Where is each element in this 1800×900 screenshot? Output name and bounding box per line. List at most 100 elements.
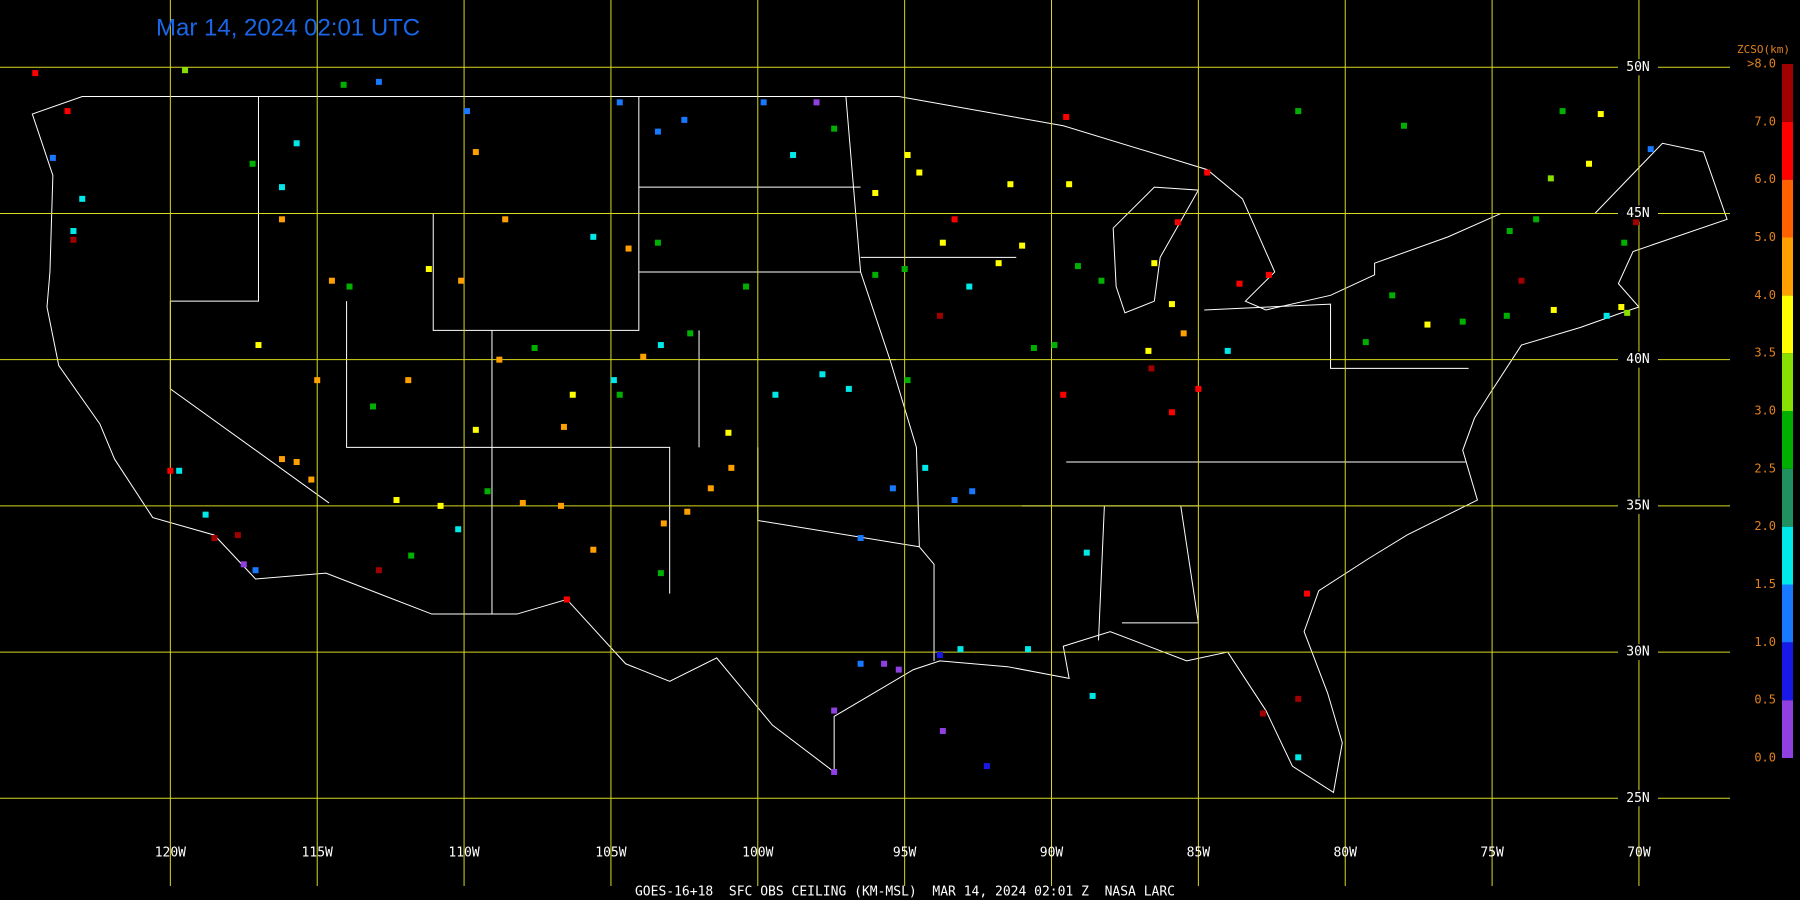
station-dot [654,128,661,135]
station-dot [1265,271,1272,278]
lon-label: 75W [1480,846,1504,861]
station-dot [936,312,943,319]
station-dot [1060,391,1067,398]
station-dot [1586,160,1593,167]
station-dot [79,195,86,202]
station-dot [425,266,432,273]
station-dot [725,429,732,436]
station-dot [939,728,946,735]
station-dot [1618,304,1625,311]
station-dot [1030,344,1037,351]
station-dot [743,283,750,290]
station-dot [455,526,462,533]
station-dot [252,567,259,574]
legend-swatch [1782,121,1793,180]
legend: ZCSO(km) 0.0 0.5 1.0 1.5 2.0 2.5 3.0 3.5 4.0 5.0 6… [1737,43,1793,765]
station-dot [32,70,39,77]
graticule: 120W 115W 110W 105W 100W 95W 90W 85W 80W 75W 70W 50… [0,0,1730,886]
station-dot [1089,692,1096,699]
station-dot [176,467,183,474]
station-dot [408,552,415,559]
station-dot [1025,646,1032,653]
lat-label-bg [1618,497,1658,514]
station-dot [484,488,491,495]
station-dot [1550,306,1557,313]
station-dot [375,567,382,574]
station-dot [569,391,576,398]
station-dot [70,228,77,235]
station-dot [278,456,285,463]
station-dot [901,266,908,273]
legend-label: 0.5 [1754,693,1776,707]
station-dot [922,464,929,471]
legend-swatch [1782,526,1793,585]
lon-label: 105W [595,846,626,861]
station-dot [687,330,694,337]
station-dot [1633,219,1640,226]
station-dot [531,344,538,351]
station-dot [1204,169,1211,176]
legend-label: 6.0 [1754,172,1776,186]
station-dot [654,239,661,246]
legend-label: 4.0 [1754,288,1776,302]
station-dot [1098,277,1105,284]
station-dot [939,239,946,246]
station-dot [1647,146,1654,153]
legend-swatch [1782,237,1793,296]
station-dot [1180,330,1187,337]
station-dot [458,277,465,284]
station-dot [857,535,864,542]
station-dot [1547,175,1554,182]
lat-label-bg [1618,59,1658,76]
station-dot [1304,590,1311,597]
station-dot [308,476,315,483]
station-dot [1503,312,1510,319]
station-dot [1518,277,1525,284]
station-dot [1506,228,1513,235]
station-dot [813,99,820,106]
legend-swatch [1782,353,1793,411]
station-dot [881,660,888,667]
legend-label: 5.0 [1754,230,1776,244]
timestamp-title: Mar 14, 2024 02:01 UTC [156,14,420,41]
station-dot [1362,339,1369,346]
station-dot [681,116,688,123]
lon-label: 80W [1333,846,1357,861]
station-dot [590,233,597,240]
station-dot [502,216,509,223]
station-dot [64,108,71,115]
station-dot [1145,347,1152,354]
station-dot [819,371,826,378]
station-dot [1195,385,1202,392]
station-dot [437,502,444,509]
station-dot [1533,216,1540,223]
station-dot [70,236,77,243]
lon-label: 70W [1627,846,1651,861]
station-dot [49,154,56,161]
lat-label: 35N [1626,498,1649,513]
station-dot [496,356,503,363]
station-dot [563,596,570,603]
station-dot [405,377,412,384]
lon-label: 85W [1187,846,1211,861]
lon-label: 120W [155,846,186,861]
legend-swatch [1782,700,1793,758]
station-dot [845,385,852,392]
station-dot [1019,242,1026,249]
station-dot [472,426,479,433]
station-dot [1236,280,1243,287]
caption: GOES-16+18 SFC OBS CEILING (KM-MSL) MAR … [635,885,1175,900]
station-dot [831,768,838,775]
legend-swatch [1782,642,1793,701]
legend-label: >8.0 [1747,57,1776,71]
station-dot [1603,312,1610,319]
station-dot [240,561,247,568]
lat-label-bg [1618,790,1658,807]
station-dot [1295,695,1302,702]
legend-swatch [1782,584,1793,643]
station-dot [393,497,400,504]
station-dot [951,216,958,223]
station-dot [1168,301,1175,308]
